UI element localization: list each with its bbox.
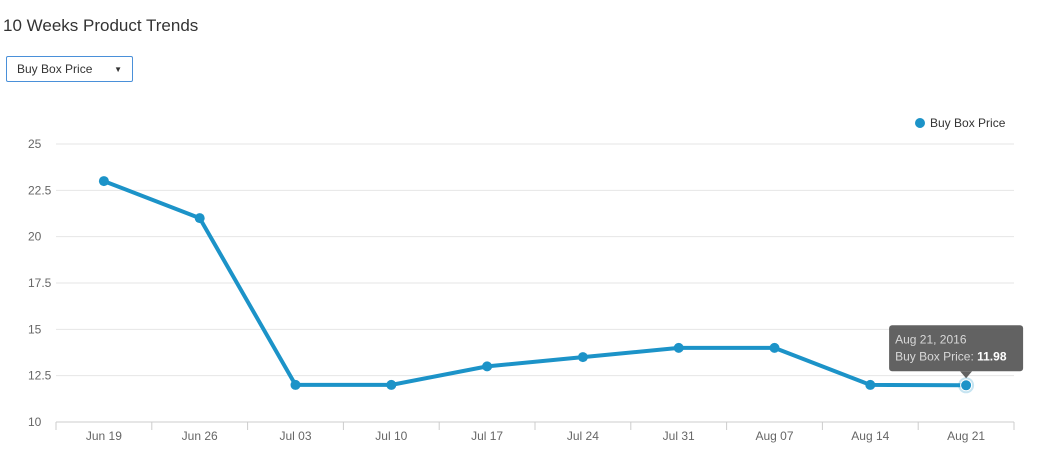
- data-point[interactable]: [98, 176, 109, 187]
- page-title: 10 Weeks Product Trends: [3, 16, 199, 35]
- x-tick-label: Jun 26: [182, 429, 218, 443]
- legend-marker: [915, 118, 925, 128]
- y-tick-label: 12.5: [28, 369, 52, 383]
- data-point[interactable]: [960, 379, 973, 392]
- x-tick-label: Aug 21: [947, 429, 985, 443]
- x-tick-label: Jul 03: [279, 429, 311, 443]
- data-point[interactable]: [577, 352, 588, 363]
- y-tick-label: 22.5: [28, 183, 52, 197]
- data-point[interactable]: [673, 342, 684, 353]
- x-tick-label: Jul 31: [663, 429, 695, 443]
- metric-select-value: Buy Box Price: [17, 62, 93, 76]
- series-line: [101, 179, 969, 388]
- x-tick-label: Jun 19: [86, 429, 122, 443]
- x-tick-label: Jul 10: [375, 429, 407, 443]
- data-point[interactable]: [194, 213, 205, 224]
- x-tick-label: Jul 24: [567, 429, 599, 443]
- tooltip-pointer: [960, 371, 973, 379]
- tooltip-box: [889, 325, 1024, 372]
- y-tick-label: 25: [28, 137, 42, 151]
- data-point[interactable]: [769, 342, 780, 353]
- tooltip-date: Aug 21, 2016: [895, 332, 967, 346]
- tooltip-value: 11.98: [977, 349, 1007, 363]
- x-tick-label: Aug 14: [851, 429, 889, 443]
- tooltip-label: Buy Box Price: 11.98: [895, 349, 1007, 363]
- data-point[interactable]: [290, 379, 301, 390]
- tooltip: Aug 21, 2016 Buy Box Price: 11.98: [889, 325, 1024, 379]
- y-tick-label: 17.5: [28, 276, 52, 290]
- y-tick-label: 10: [28, 415, 42, 429]
- data-point[interactable]: [386, 379, 397, 390]
- metric-select[interactable]: Buy Box Price ▼: [6, 56, 133, 82]
- legend: Buy Box Price: [915, 116, 1006, 130]
- x-tick-label: Jul 17: [471, 429, 503, 443]
- chart-svg: 25 22.5 20 17.5 15 12.5 10 Jun 19 Jun 26 Jul 03 Ju…: [28, 116, 1024, 443]
- data-point[interactable]: [865, 379, 876, 390]
- x-tick-label: Aug 07: [755, 429, 793, 443]
- y-tick-label: 20: [28, 230, 42, 244]
- data-point[interactable]: [482, 361, 493, 372]
- legend-label: Buy Box Price: [930, 116, 1006, 130]
- y-tick-label: 15: [28, 322, 42, 336]
- line-chart: 25 22.5 20 17.5 15 12.5 10 Jun 19 Jun 26 Jul 03 Ju…: [0, 100, 1038, 461]
- chevron-down-icon: ▼: [114, 64, 122, 74]
- tooltip-series-label: Buy Box Price:: [895, 349, 977, 363]
